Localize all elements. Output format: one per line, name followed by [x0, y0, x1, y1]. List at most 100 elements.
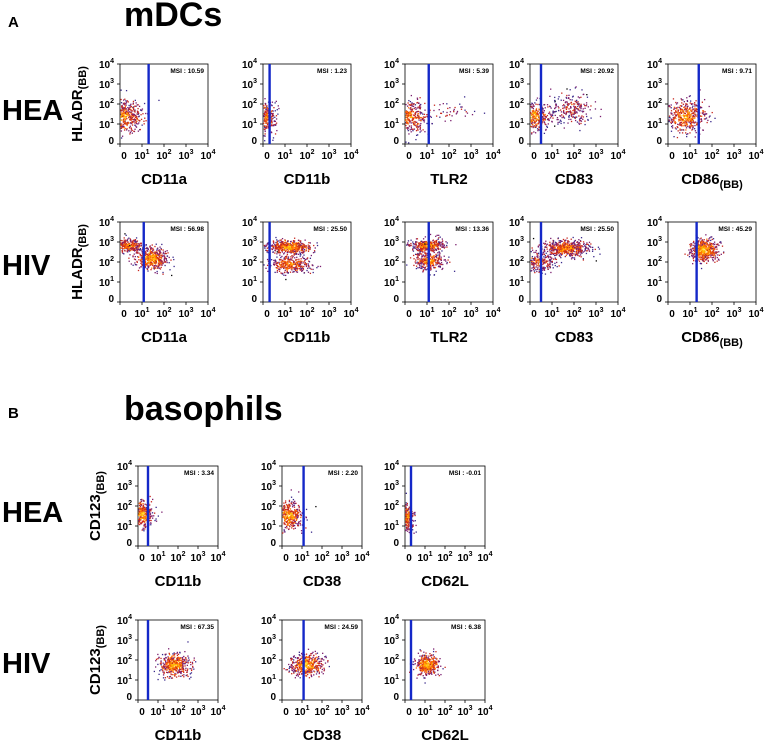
- event-dot: [442, 103, 444, 105]
- event-dot: [536, 255, 538, 257]
- event-dot: [121, 246, 124, 248]
- event-dot: [272, 240, 275, 242]
- event-dot: [550, 248, 552, 250]
- event-dot: [577, 249, 580, 251]
- event-dot: [124, 115, 126, 118]
- y-tick-label: 101: [509, 276, 524, 289]
- event-dot: [266, 247, 268, 249]
- event-dot: [558, 254, 560, 256]
- event-dot: [309, 242, 311, 244]
- event-dot: [419, 128, 421, 130]
- event-dot: [420, 119, 422, 121]
- event-dot: [533, 270, 536, 272]
- event-dot: [270, 131, 273, 134]
- event-dot: [541, 110, 543, 113]
- event-dot: [416, 121, 418, 123]
- event-dot: [137, 111, 139, 113]
- event-dot: [308, 249, 310, 251]
- event-dot: [296, 250, 299, 253]
- event-dot: [287, 257, 289, 259]
- event-dot: [283, 244, 285, 247]
- event-dot: [132, 100, 135, 103]
- event-dot: [136, 120, 138, 122]
- event-dot: [129, 242, 131, 245]
- event-dot: [145, 256, 148, 258]
- event-dot: [433, 260, 436, 262]
- event-dot: [126, 245, 128, 247]
- event-dot: [134, 122, 136, 124]
- event-dot: [122, 107, 124, 109]
- event-dot: [292, 245, 294, 247]
- event-dot: [312, 252, 315, 254]
- event-dot: [145, 112, 147, 115]
- event-dot: [424, 247, 426, 249]
- event-dot: [130, 128, 133, 130]
- event-dot: [426, 246, 428, 249]
- event-dot: [130, 122, 132, 125]
- event-dot: [537, 119, 540, 121]
- event-dot: [292, 271, 294, 273]
- event-dot: [695, 110, 698, 113]
- event-dot: [294, 257, 296, 259]
- event-dot: [266, 258, 269, 261]
- event-dot: [429, 243, 431, 245]
- event-dot: [544, 113, 546, 116]
- event-dot: [672, 117, 674, 119]
- event-dot: [263, 105, 265, 107]
- event-dot: [281, 244, 284, 246]
- event-dot: [267, 126, 269, 128]
- event-dot: [438, 257, 440, 260]
- event-dot: [411, 118, 414, 120]
- event-dot: [408, 104, 410, 106]
- event-dot: [538, 271, 540, 273]
- event-dot: [415, 267, 418, 270]
- event-dot: [127, 101, 129, 103]
- event-dot: [436, 255, 438, 257]
- event-dot: [416, 245, 419, 247]
- event-dot: [531, 120, 534, 122]
- event-dot: [546, 126, 549, 129]
- event-dot: [410, 106, 412, 109]
- event-dot: [695, 108, 697, 110]
- event-dot: [685, 108, 687, 110]
- event-dot: [418, 245, 420, 247]
- event-dot: [435, 249, 438, 251]
- event-dot: [424, 249, 426, 252]
- x-tick-label: 102: [156, 149, 171, 162]
- event-dot: [406, 110, 408, 113]
- event-dot: [569, 251, 572, 253]
- x-tick-label: 0: [406, 151, 412, 162]
- event-dot: [313, 250, 316, 252]
- event-dot: [709, 242, 711, 244]
- event-dot: [581, 115, 583, 117]
- event-dot: [271, 248, 274, 251]
- event-dot: [128, 130, 130, 132]
- y-tick-label: 103: [384, 78, 399, 91]
- event-dot: [284, 264, 287, 267]
- event-dot: [416, 98, 419, 100]
- event-dot: [437, 254, 439, 256]
- event-dot: [148, 254, 150, 256]
- event-dot: [585, 113, 587, 115]
- event-dot: [159, 263, 161, 265]
- event-dot: [410, 239, 412, 241]
- event-dot: [431, 246, 433, 249]
- event-dot: [423, 264, 425, 266]
- event-dot: [267, 242, 269, 244]
- event-dot: [567, 252, 569, 255]
- scatter-plot-a-hiv-cd11a: MSI : 56.980 101 102 103 1040101102103104CD1…: [69, 216, 216, 346]
- event-dot: [550, 271, 552, 274]
- event-dot: [287, 251, 289, 253]
- event-dot: [120, 130, 123, 132]
- event-dot: [530, 262, 533, 264]
- event-dot: [694, 109, 696, 112]
- event-dot: [163, 255, 166, 257]
- event-dot: [577, 244, 579, 246]
- event-dot: [576, 253, 579, 255]
- event-dot: [684, 109, 686, 111]
- event-dot: [286, 253, 289, 256]
- event-dot: [418, 119, 420, 121]
- event-dot: [694, 105, 696, 107]
- event-dot: [581, 245, 583, 247]
- event-dot: [694, 121, 697, 123]
